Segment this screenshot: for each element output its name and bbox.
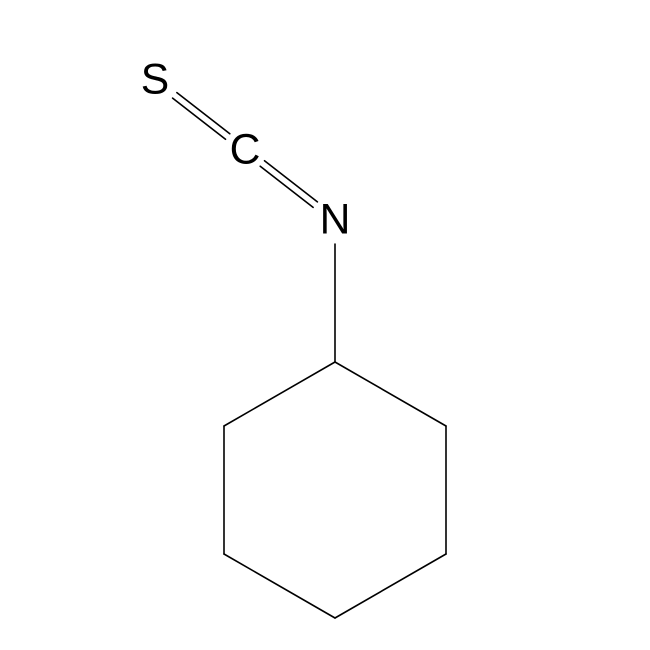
atom-label-c: C	[230, 126, 261, 175]
atom-label-n: N	[320, 196, 351, 245]
structure-canvas: S C N	[0, 0, 650, 650]
bond-layer	[0, 0, 650, 650]
atom-label-s: S	[141, 56, 169, 105]
